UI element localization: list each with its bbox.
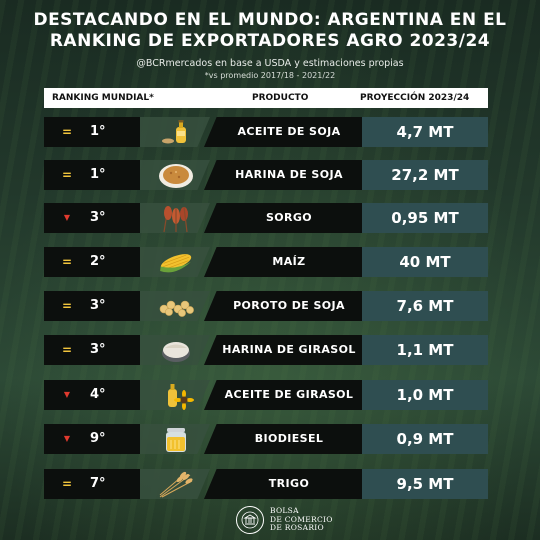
rank-cell [44,247,140,277]
product-name: TRIGO [268,477,310,490]
trend-indicator: = [61,168,73,182]
image-cell [140,469,210,499]
value-cell [362,335,488,365]
trend-indicator: = [61,125,73,139]
product-cell [204,291,362,321]
page-title: DESTACANDO EN EL MUNDO: ARGENTINA EN EL … [0,10,540,52]
oil-bottle-icon [156,117,196,147]
product-name: ACEITE DE GIRASOL [224,388,354,401]
table-header: RANKING MUNDIAL* PRODUCTO PROYECCIÓN 202… [44,88,488,108]
projection-value: 9,5 MT [396,475,454,493]
rank-value: 3° [90,298,106,313]
value-cell [362,117,488,147]
table-row: = 3° HARINA DE GIRASOL 1,1 MT [44,335,488,365]
product-name: HARINA DE SOJA [235,168,343,181]
trend-indicator: = [61,477,73,491]
product-name: SORGO [265,211,313,224]
rank-cell [44,203,140,233]
sorghum-icon [156,203,196,233]
image-cell [140,117,210,147]
table-row: = 1° HARINA DE SOJA 27,2 MT [44,160,488,190]
product-name: POROTO DE SOJA [233,299,345,312]
value-cell [362,380,488,410]
rank-value: 2° [90,254,106,269]
rank-cell [44,424,140,454]
value-cell [362,203,488,233]
rank-cell [44,335,140,365]
rank-value: 1° [90,124,106,139]
product-cell [204,469,362,499]
value-cell [362,424,488,454]
table-row: = 7° TRIGO 9,5 MT [44,469,488,499]
title-line-2: RANKING DE EXPORTADORES AGRO 2023/24 [49,31,491,51]
value-cell [362,247,488,277]
header-product: PRODUCTO [252,93,309,103]
projection-value: 40 MT [399,253,451,271]
rank-value: 9° [90,431,106,446]
soybeans-icon [156,291,196,321]
product-cell [204,380,362,410]
table-row: = 1° ACEITE DE SOJA 4,7 MT [44,117,488,147]
trend-indicator: ▼ [63,434,71,443]
trend-indicator: ▼ [63,390,71,399]
table-row: = 3° POROTO DE SOJA 7,6 MT [44,291,488,321]
trend-indicator: = [61,299,73,313]
product-cell [204,117,362,147]
rank-cell [44,469,140,499]
bcr-seal-icon [236,506,264,534]
corn-icon [156,247,196,277]
projection-value: 1,0 MT [396,386,454,404]
rank-value: 3° [90,210,106,225]
rank-value: 1° [90,167,106,182]
footnote: *vs promedio 2017/18 - 2021/22 [204,71,336,80]
rank-value: 4° [90,387,106,402]
header-projection: PROYECCIÓN 2023/24 [360,93,470,103]
soy-meal-bowl-icon [156,160,196,190]
title-line-1: DESTACANDO EN EL MUNDO: ARGENTINA EN EL [33,10,507,30]
projection-value: 27,2 MT [391,166,459,184]
value-cell [362,469,488,499]
product-cell [204,247,362,277]
rank-value: 7° [90,476,106,491]
product-name: BIODIESEL [254,432,324,445]
footer-line-1: BOLSA [270,506,299,515]
source-subtitle: @BCRmercados en base a USDA y estimacion… [136,58,404,69]
rank-cell [44,117,140,147]
product-cell [204,424,362,454]
projection-value: 1,1 MT [396,341,454,359]
sunflower-meal-bowl-icon [156,335,196,365]
projection-value: 4,7 MT [396,123,454,141]
value-cell [362,291,488,321]
sunflower-oil-icon [156,380,196,410]
rank-cell [44,160,140,190]
rank-value: 3° [90,342,106,357]
projection-value: 7,6 MT [396,297,454,315]
rank-cell [44,291,140,321]
table-row: ▼ 4° ACEITE DE GIRASOL 1,0 MT [44,380,488,410]
biodiesel-jar-icon [156,424,196,454]
product-cell [204,203,362,233]
footer-line-3: DE ROSARIO [270,523,324,532]
rank-cell [44,380,140,410]
footer-line-2: DE COMERCIO [270,514,333,524]
wheat-icon [156,469,196,499]
product-name: ACEITE DE SOJA [237,125,341,138]
table-row: ▼ 9° BIODIESEL 0,9 MT [44,424,488,454]
table-row: = 2° MAÍZ 40 MT [44,247,488,277]
product-cell [204,160,362,190]
trend-indicator: ▼ [63,213,71,222]
bcr-wordmark: BOLSA DE COMERCIO DE ROSARIO [270,506,333,533]
trend-indicator: = [61,343,73,357]
product-name: MAÍZ [272,255,306,268]
product-cell [204,335,362,365]
table-row: ▼ 3° SORGO 0,95 MT [44,203,488,233]
value-cell [362,160,488,190]
projection-value: 0,9 MT [396,430,454,448]
product-name: HARINA DE GIRASOL [222,343,356,356]
header-rank: RANKING MUNDIAL* [52,93,154,103]
trend-indicator: = [61,255,73,269]
projection-value: 0,95 MT [391,209,459,227]
